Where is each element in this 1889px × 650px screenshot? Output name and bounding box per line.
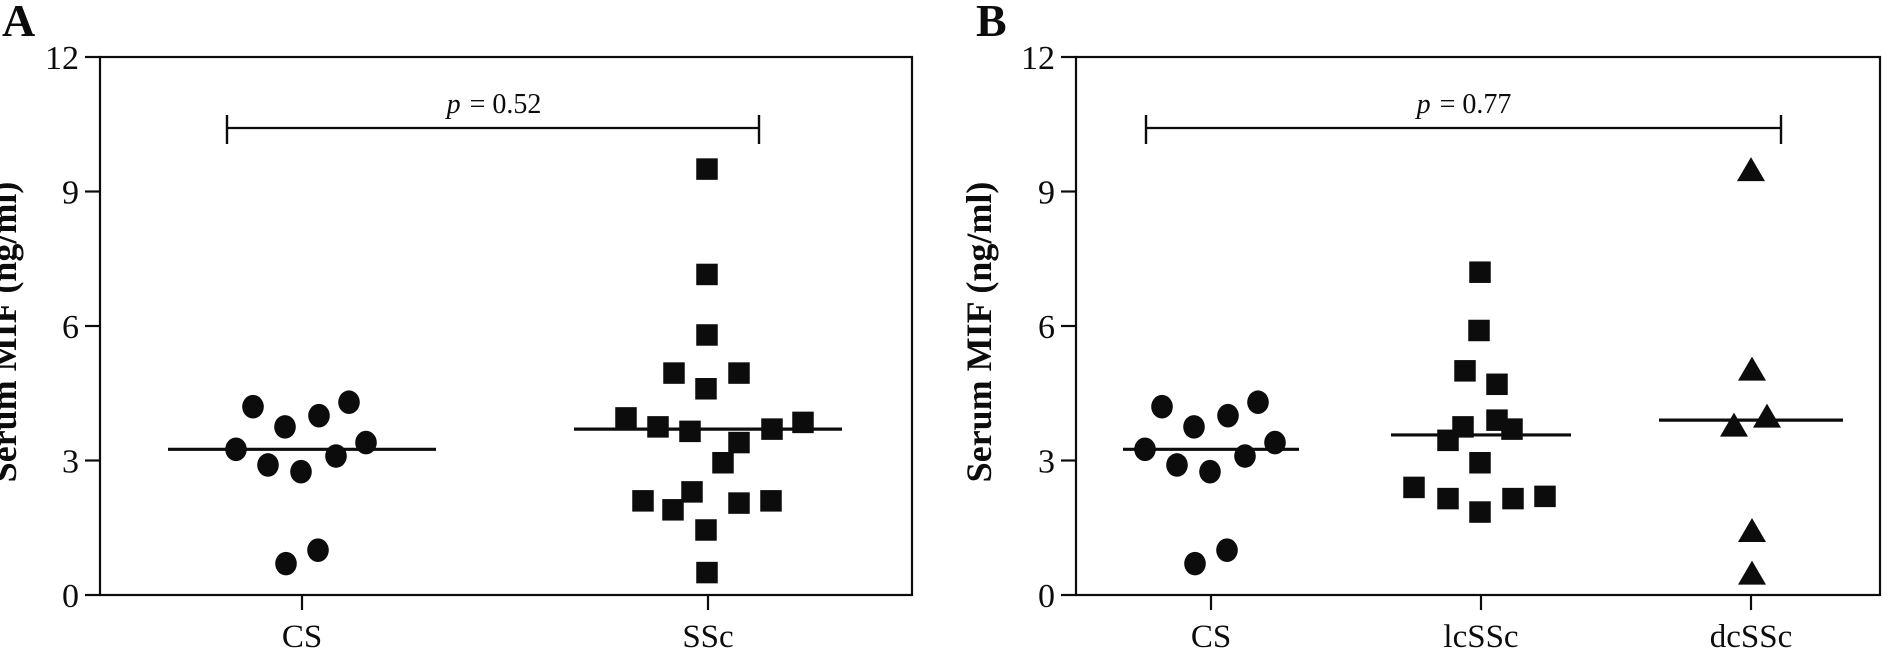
data-point-circle bbox=[325, 444, 347, 468]
data-point-circle bbox=[274, 415, 296, 439]
data-point-circle bbox=[1264, 430, 1286, 455]
data-point-square bbox=[695, 519, 717, 541]
panel-letter: B bbox=[976, 0, 1007, 46]
plot-frame bbox=[98, 55, 914, 597]
data-point-square bbox=[615, 407, 637, 429]
y-tick-label: 12 bbox=[45, 40, 79, 77]
data-point-circle bbox=[1216, 538, 1238, 562]
y-tick-label: 12 bbox=[1021, 40, 1055, 77]
group-label: lcSSc bbox=[1443, 619, 1518, 650]
y-tick-label: 3 bbox=[1038, 444, 1055, 481]
group-CS: CS bbox=[168, 390, 436, 650]
data-point-triangle bbox=[1737, 157, 1765, 182]
data-point-circle bbox=[1183, 415, 1205, 439]
data-point-square bbox=[761, 418, 783, 440]
y-tick-label: 3 bbox=[62, 444, 79, 481]
data-point-square bbox=[662, 499, 684, 521]
data-point-circle bbox=[257, 453, 279, 477]
y-axis-title: Serum MIF (ng/ml) bbox=[0, 182, 24, 483]
y-tick-label: 6 bbox=[1038, 309, 1055, 346]
data-point-square bbox=[1403, 476, 1425, 499]
data-point-circle bbox=[242, 394, 264, 419]
data-point-circle bbox=[308, 403, 330, 428]
data-point-square bbox=[681, 481, 703, 503]
group-SSc: SSc bbox=[574, 158, 842, 650]
group-label: SSc bbox=[682, 619, 733, 650]
data-point-square bbox=[1486, 373, 1508, 396]
data-point-circle bbox=[1184, 551, 1206, 576]
data-point-square bbox=[695, 378, 717, 400]
y-axis-title: Serum MIF (ng/ml) bbox=[959, 182, 999, 483]
y-tick-label: 9 bbox=[62, 175, 79, 212]
data-point-circle bbox=[290, 459, 312, 484]
data-point-circle bbox=[307, 538, 329, 562]
data-point-square bbox=[1534, 485, 1556, 508]
y-tick-label: 0 bbox=[62, 578, 79, 615]
data-point-circle bbox=[1217, 403, 1239, 428]
data-point-square bbox=[1469, 261, 1491, 283]
data-point-triangle bbox=[1720, 412, 1748, 437]
data-point-square bbox=[696, 158, 718, 180]
data-point-square bbox=[663, 362, 685, 384]
data-point-triangle bbox=[1738, 356, 1766, 381]
data-point-circle bbox=[1234, 444, 1256, 468]
data-point-square bbox=[696, 324, 718, 346]
panel-B: B Serum MIF (ng/ml) 0 3 6 9 12 p = 0.77 CS lcSSc dc… bbox=[959, 0, 1882, 650]
group-label: CS bbox=[1191, 619, 1231, 650]
data-point-triangle bbox=[1753, 403, 1781, 428]
p-value-label: p = 0.77 bbox=[1415, 89, 1512, 120]
group-dcSSc: dcSSc bbox=[1659, 157, 1843, 650]
data-point-square bbox=[1501, 418, 1523, 440]
data-point-square bbox=[1437, 487, 1459, 510]
data-point-square bbox=[1469, 451, 1491, 474]
data-point-square bbox=[760, 490, 782, 512]
data-point-circle bbox=[1134, 437, 1156, 462]
data-point-square bbox=[728, 492, 750, 514]
data-point-square bbox=[679, 420, 701, 443]
data-point-square bbox=[728, 362, 750, 384]
group-label: CS bbox=[282, 619, 322, 650]
panel-letter: A bbox=[2, 0, 35, 46]
data-point-square bbox=[1468, 319, 1490, 342]
data-point-circle bbox=[355, 430, 377, 455]
data-point-square bbox=[1469, 501, 1491, 523]
data-point-triangle bbox=[1738, 517, 1766, 542]
data-point-square bbox=[712, 451, 734, 474]
data-point-square bbox=[1437, 429, 1459, 452]
y-tick-label: 0 bbox=[1038, 578, 1055, 615]
data-point-circle bbox=[275, 551, 297, 576]
data-point-circle bbox=[1247, 390, 1269, 415]
data-point-circle bbox=[1199, 459, 1221, 484]
panel-A: A Serum MIF (ng/ml) 0 3 6 9 12 p = 0.52 CS SSc bbox=[0, 0, 914, 650]
data-point-circle bbox=[338, 390, 360, 415]
data-point-triangle bbox=[1738, 560, 1766, 585]
data-point-circle bbox=[225, 437, 247, 462]
data-point-square bbox=[647, 416, 669, 438]
data-point-square bbox=[1502, 487, 1524, 510]
data-point-circle bbox=[1166, 453, 1188, 477]
data-point-square bbox=[728, 431, 750, 454]
y-tick-label: 6 bbox=[62, 309, 79, 346]
group-CS: CS bbox=[1123, 390, 1299, 650]
data-point-circle bbox=[1151, 394, 1173, 419]
data-point-square bbox=[632, 490, 654, 512]
group-label: dcSSc bbox=[1710, 619, 1793, 650]
group-lcSSc: lcSSc bbox=[1391, 261, 1571, 650]
data-point-square bbox=[1454, 360, 1476, 382]
data-point-square bbox=[792, 411, 814, 434]
data-point-square bbox=[696, 263, 718, 286]
data-point-square bbox=[696, 561, 718, 584]
p-value-label: p = 0.52 bbox=[445, 89, 542, 120]
y-tick-label: 9 bbox=[1038, 175, 1055, 212]
